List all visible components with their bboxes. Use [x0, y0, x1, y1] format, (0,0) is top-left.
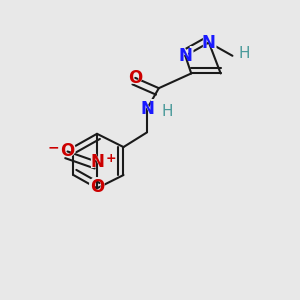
Text: O: O: [59, 142, 76, 161]
Text: N: N: [88, 152, 106, 172]
Text: N: N: [138, 99, 156, 119]
Text: −: −: [47, 140, 59, 154]
Text: H: H: [239, 46, 250, 61]
Text: N: N: [200, 32, 218, 52]
Text: O: O: [88, 177, 106, 197]
Text: N: N: [177, 46, 194, 66]
Text: O: O: [128, 69, 142, 87]
Text: N: N: [178, 47, 192, 65]
Text: O: O: [127, 68, 144, 88]
Text: O: O: [90, 178, 104, 196]
Text: N: N: [90, 153, 104, 171]
Text: O: O: [60, 142, 75, 160]
Text: +: +: [105, 152, 116, 165]
Text: N: N: [140, 100, 154, 118]
Text: H: H: [161, 104, 173, 119]
Text: N: N: [202, 34, 216, 52]
